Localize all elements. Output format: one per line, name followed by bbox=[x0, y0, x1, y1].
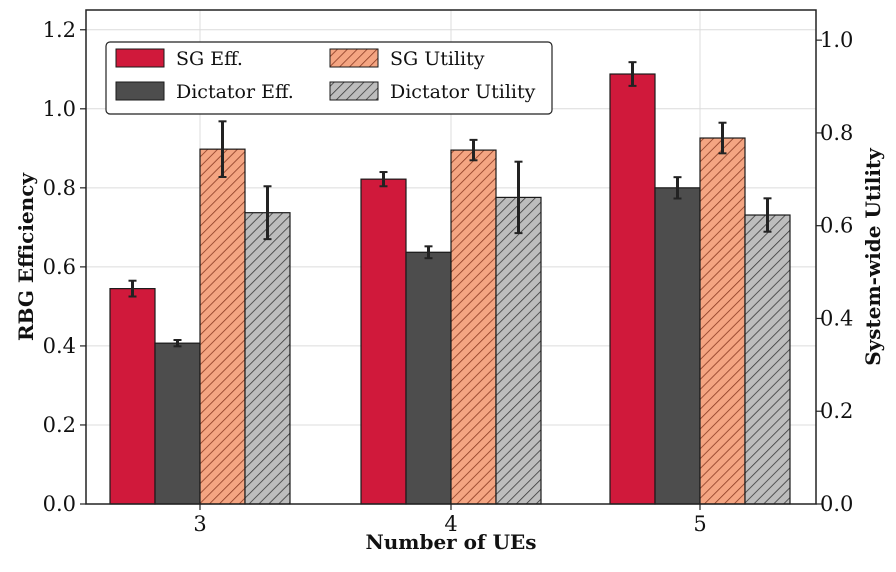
y-tick-label-left: 0.8 bbox=[43, 176, 76, 200]
legend: SG Eff. SG Utility Dictator Eff. Dictator U… bbox=[105, 41, 553, 115]
y-tick-label-left: 0.0 bbox=[43, 492, 76, 516]
y-tick-label-right: 1.0 bbox=[820, 28, 853, 52]
y-axis-left-title: RBG Efficiency bbox=[14, 172, 38, 341]
x-tick-label: 3 bbox=[193, 512, 206, 536]
bar-dictator-eff-3 bbox=[154, 342, 201, 505]
bar-dictator-utility-5 bbox=[744, 214, 791, 505]
y-axis-left: 0.0 0.2 0.4 0.6 0.8 1.0 1.2 bbox=[43, 18, 86, 516]
legend-box bbox=[105, 41, 553, 115]
y-tick-label-left: 0.2 bbox=[43, 413, 76, 437]
bars bbox=[109, 73, 791, 505]
bar-sg-utility-3 bbox=[199, 148, 246, 505]
bar-sg-eff-3 bbox=[109, 288, 156, 505]
y-tick-label-right: 0.8 bbox=[820, 121, 853, 145]
legend-swatch bbox=[329, 81, 379, 101]
legend-swatch bbox=[329, 48, 379, 68]
y-axis-right: 0.0 0.2 0.4 0.6 0.8 1.0 bbox=[816, 28, 853, 516]
x-axis: 3 4 5 bbox=[193, 504, 707, 536]
legend-label: Dictator Eff. bbox=[176, 81, 294, 103]
y-tick-label-left: 1.2 bbox=[43, 18, 76, 42]
y-tick-label-left: 1.0 bbox=[43, 97, 76, 121]
error-bars bbox=[128, 61, 772, 348]
legend-label: SG Utility bbox=[390, 48, 485, 70]
legend-swatch bbox=[115, 48, 165, 68]
bar-dictator-eff-5 bbox=[654, 187, 701, 505]
bar-sg-eff-4 bbox=[360, 178, 407, 505]
bar-dictator-utility-3 bbox=[244, 212, 291, 505]
y-axis-right-title: System-wide Utility bbox=[861, 147, 885, 366]
x-axis-title: Number of UEs bbox=[365, 530, 536, 554]
bar-sg-eff-5 bbox=[609, 73, 656, 505]
y-tick-label-right: 0.2 bbox=[820, 399, 853, 423]
y-tick-label-left: 0.6 bbox=[43, 255, 76, 279]
legend-label: Dictator Utility bbox=[390, 81, 536, 103]
x-tick-label: 5 bbox=[693, 512, 706, 536]
legend-swatch bbox=[115, 81, 165, 101]
y-tick-label-left: 0.4 bbox=[43, 334, 76, 358]
y-tick-label-right: 0.4 bbox=[820, 306, 853, 330]
x-tick-label: 4 bbox=[444, 512, 457, 536]
bar-dictator-eff-4 bbox=[405, 251, 452, 505]
y-tick-label-right: 0.0 bbox=[820, 492, 853, 516]
bar-sg-utility-4 bbox=[450, 149, 497, 505]
y-tick-label-right: 0.6 bbox=[820, 214, 853, 238]
legend-label: SG Eff. bbox=[176, 48, 243, 70]
bar-dictator-utility-4 bbox=[495, 196, 542, 505]
bar-sg-utility-5 bbox=[699, 137, 746, 505]
